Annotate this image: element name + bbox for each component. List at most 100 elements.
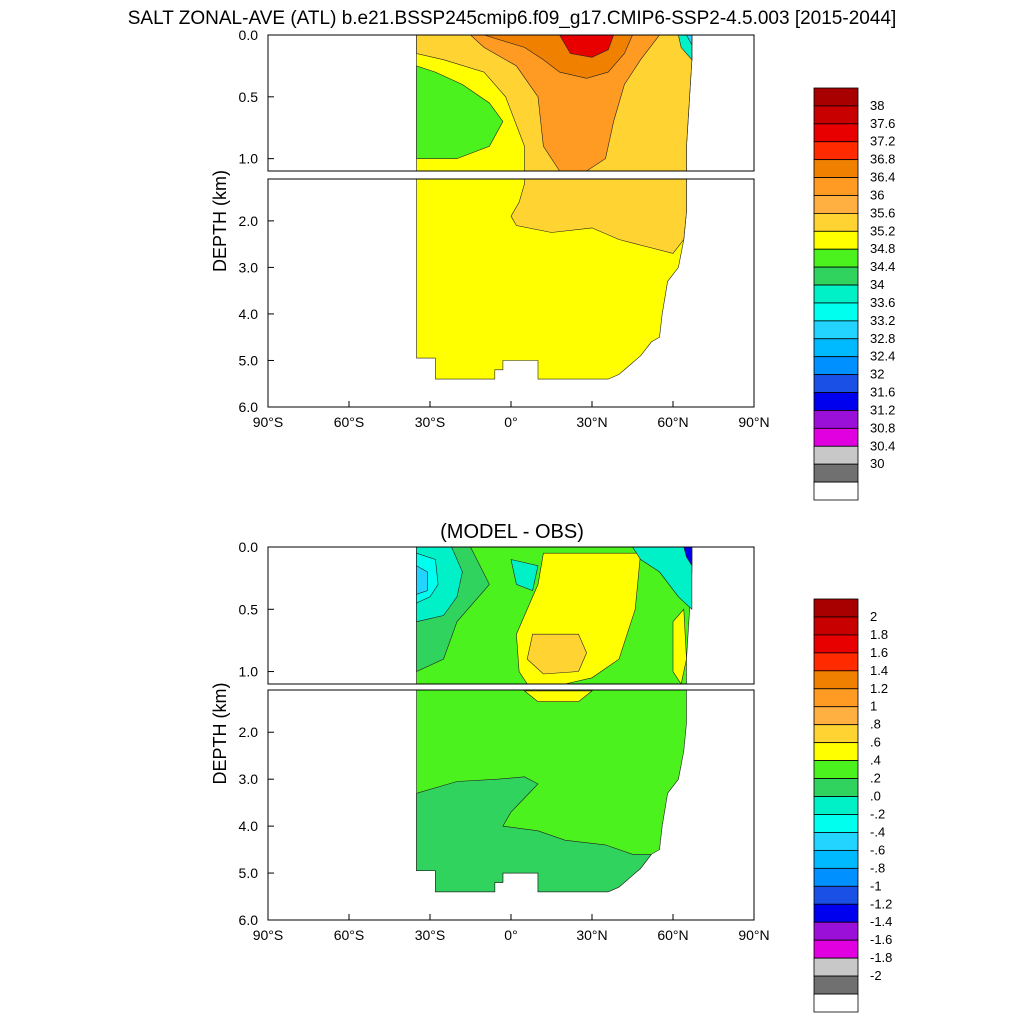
colorbar-swatch xyxy=(813,760,859,779)
y-tick-label: 3.0 xyxy=(239,259,259,275)
bias-arctic-freshest xyxy=(683,547,693,567)
colorbar-label: -1.6 xyxy=(870,932,892,947)
colorbar-swatch xyxy=(813,105,859,125)
colorbar-swatch xyxy=(813,230,859,250)
colorbar-label: 37.2 xyxy=(870,134,895,149)
colorbar-swatch xyxy=(813,284,859,304)
colorbar-swatch xyxy=(813,867,859,887)
colorbar-swatch xyxy=(813,814,859,833)
colorbar-swatch xyxy=(813,195,859,214)
y-tick-label: 2.0 xyxy=(239,724,259,740)
y-tick-label: 0.5 xyxy=(239,601,259,617)
colorbar-swatch xyxy=(813,921,859,941)
colorbar-swatch xyxy=(813,849,859,869)
colorbar-label: 1.8 xyxy=(870,627,888,642)
colorbar-label: 1.2 xyxy=(870,681,888,696)
colorbar: 38 37.6 37.2 36.8 36.4 36 35.6 35.2 34.8 34.4 34 33… xyxy=(813,87,895,501)
chart-title: SALT ZONAL-AVE (ATL) b.e21.BSSP245cmip6.… xyxy=(127,8,897,29)
x-tick-label: 30°N xyxy=(576,414,607,430)
bias-subtropical-max xyxy=(526,633,587,675)
x-tick-label: 90°S xyxy=(253,414,284,430)
colorbar-label: -1 xyxy=(870,878,882,893)
colorbar-label: -1.2 xyxy=(870,896,892,911)
x-tick-label: 90°N xyxy=(738,927,769,943)
colorbar-swatch xyxy=(813,616,859,636)
colorbar-swatch xyxy=(813,724,859,744)
y-tick-label: 2.0 xyxy=(239,213,259,229)
y-tick-label: 6.0 xyxy=(239,399,259,415)
bias-intermediate-positive xyxy=(523,690,593,703)
bias-north-positive xyxy=(672,608,687,685)
chart-subtitle: (MODEL - OBS) xyxy=(440,521,584,543)
colorbar-label: -1.8 xyxy=(870,950,892,965)
colorbar-label: 30.8 xyxy=(870,420,895,435)
salinity-max-core xyxy=(559,35,615,58)
colorbar-label: 1.4 xyxy=(870,663,888,678)
colorbar-swatch xyxy=(813,266,859,286)
colorbar-label: .0 xyxy=(870,789,881,804)
y-tick-label: 3.0 xyxy=(239,771,259,787)
colorbar-label: 34.8 xyxy=(870,241,895,256)
colorbar-swatch xyxy=(813,338,859,358)
x-tick-label: 60°N xyxy=(657,927,688,943)
colorbar-label: 1.6 xyxy=(870,645,888,660)
colorbar-swatch xyxy=(813,159,859,178)
y-tick-label: 4.0 xyxy=(239,306,259,322)
contour-fill xyxy=(416,547,693,893)
colorbar-label: 1 xyxy=(870,699,877,714)
x-tick-label: 0° xyxy=(504,927,517,943)
colorbar-swatch xyxy=(813,427,859,447)
colorbar-label: 38 xyxy=(870,98,884,113)
colorbar-label: 32 xyxy=(870,367,884,382)
colorbar-swatch xyxy=(813,832,859,851)
x-tick-label: 90°N xyxy=(738,414,769,430)
colorbar-swatch xyxy=(813,212,859,232)
colorbar-label: .6 xyxy=(870,735,881,750)
colorbar-label: 37.6 xyxy=(870,116,895,131)
colorbar-label: -.2 xyxy=(870,806,885,821)
colorbar-label: 35.6 xyxy=(870,205,895,220)
colorbar-swatch xyxy=(813,410,859,429)
colorbar-swatch xyxy=(813,957,859,977)
y-tick-label: 1.0 xyxy=(239,664,259,680)
colorbar-label: 36.8 xyxy=(870,152,895,167)
colorbar-label: 30 xyxy=(870,456,884,471)
colorbar-label: 31.2 xyxy=(870,402,895,417)
colorbar-label: 31.6 xyxy=(870,385,895,400)
colorbar-label: 32.4 xyxy=(870,349,895,364)
y-tick-label: 5.0 xyxy=(239,352,259,368)
colorbar-label: 36.4 xyxy=(870,170,895,185)
colorbar-swatch xyxy=(813,778,859,797)
y-tick-label: 4.0 xyxy=(239,818,259,834)
y-tick-label: 5.0 xyxy=(239,865,259,881)
colorbar-swatch xyxy=(813,392,859,411)
y-tick-label: 0.0 xyxy=(239,539,259,555)
colorbar-swatch xyxy=(813,87,859,107)
colorbar-label: 34.4 xyxy=(870,259,895,274)
panel-model-minus-obs: 90°S 60°S 30°S 0° 30°N 60°N 90°N0.00.51.02.03.… xyxy=(210,539,892,1013)
contour-fill xyxy=(416,35,693,380)
x-tick-label: 30°N xyxy=(576,927,607,943)
colorbar-label: 32.8 xyxy=(870,331,895,346)
colorbar-label: .2 xyxy=(870,771,881,786)
colorbar-swatch xyxy=(813,463,859,483)
colorbar-swatch xyxy=(813,248,859,268)
colorbar-swatch xyxy=(813,356,859,376)
colorbar-label: -.6 xyxy=(870,842,885,857)
colorbar-swatch xyxy=(813,706,859,726)
colorbar-swatch xyxy=(813,445,859,465)
colorbar-label: -.8 xyxy=(870,860,885,875)
upper-frame xyxy=(267,34,755,172)
colorbar-label: 33.2 xyxy=(870,313,895,328)
colorbar-swatch xyxy=(813,670,859,690)
colorbar-label: -.4 xyxy=(870,824,885,839)
colorbar-label: 35.2 xyxy=(870,223,895,238)
colorbar-swatch xyxy=(813,177,859,196)
colorbar-swatch xyxy=(813,598,859,618)
colorbar-swatch xyxy=(813,903,859,923)
x-tick-label: 60°S xyxy=(334,414,365,430)
y-tick-label: 6.0 xyxy=(239,912,259,928)
x-tick-label: 30°S xyxy=(415,927,446,943)
colorbar-swatch xyxy=(813,742,859,762)
colorbar-label: .4 xyxy=(870,753,881,768)
